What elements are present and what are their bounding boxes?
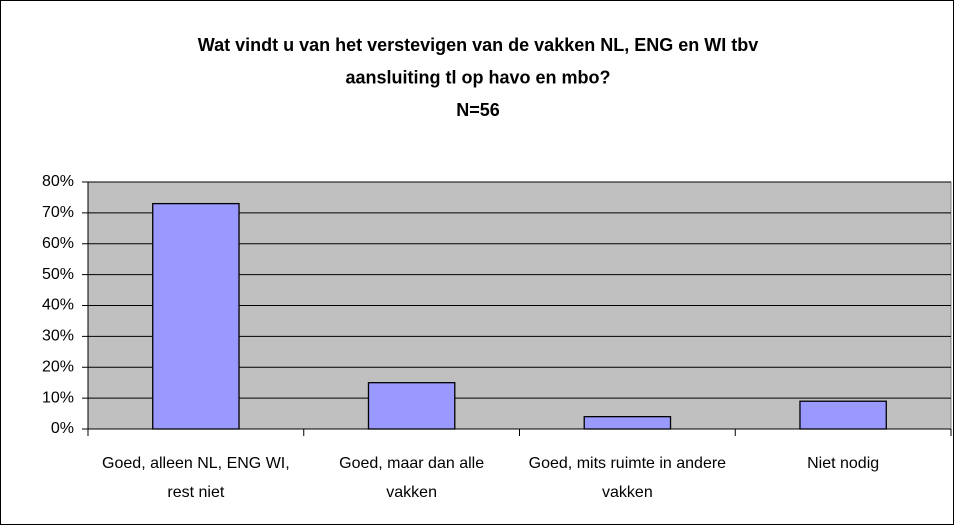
x-tick-label: Niet nodig	[807, 455, 880, 472]
y-tick-label: 0%	[51, 420, 74, 437]
y-tick-label: 40%	[42, 297, 74, 314]
y-tick-label: 30%	[42, 328, 74, 345]
y-tick-label: 70%	[42, 204, 74, 221]
y-tick-label: 10%	[42, 389, 74, 406]
x-tick-label: Goed, mits ruimte in andere vakken	[528, 455, 727, 501]
y-tick-label: 20%	[42, 358, 74, 375]
x-tick-label: Goed, maar dan alle vakken	[339, 455, 485, 501]
y-tick-label: 80%	[42, 173, 74, 190]
chart-title: N=56	[456, 100, 500, 120]
bar	[799, 400, 887, 430]
bar	[152, 202, 240, 430]
y-tick-label: 60%	[42, 235, 74, 252]
bar	[583, 415, 672, 430]
x-tick-label: Goed, alleen NL, ENG WI, rest niet	[102, 455, 290, 501]
chart-title: aansluiting tl op havo en mbo?	[345, 67, 610, 87]
y-tick-label: 50%	[42, 266, 74, 283]
bar	[367, 382, 456, 430]
chart-title: Wat vindt u van het verstevigen van de v…	[198, 35, 758, 55]
